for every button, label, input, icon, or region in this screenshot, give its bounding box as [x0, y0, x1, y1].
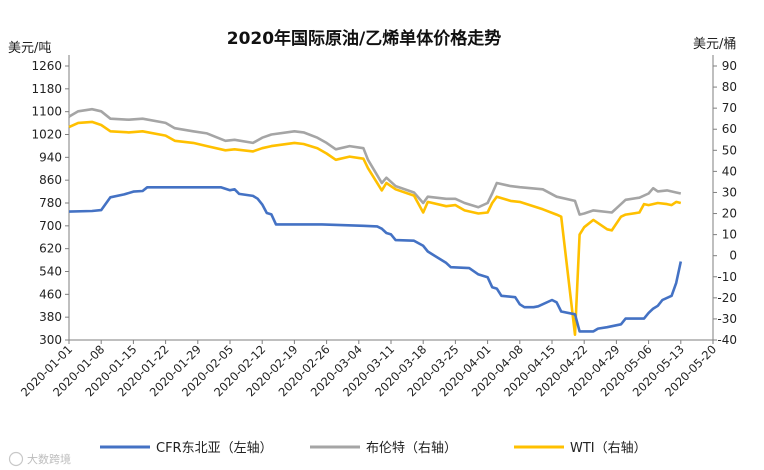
- y-left-tick-label: 940: [39, 150, 62, 164]
- y-right-unit-label: 美元/桶: [693, 37, 736, 52]
- y-right-tick-label: 90: [722, 59, 737, 73]
- y-left-tick-label: 380: [39, 310, 62, 324]
- y-right-tick-label: -40: [717, 333, 737, 347]
- watermark-text: 大数跨境: [27, 452, 71, 466]
- y-right-tick-label: 10: [722, 228, 737, 242]
- y-right-tick-label: 60: [722, 122, 737, 136]
- y-right-tick-label: -30: [717, 312, 737, 326]
- legend-label-2: WTI（右轴）: [570, 441, 647, 456]
- y-right-tick-label: 70: [722, 101, 737, 115]
- watermark-logo-icon: [8, 451, 24, 467]
- plot-lines: [68, 107, 683, 337]
- y-left-tick-label: 860: [39, 173, 62, 187]
- y-right-tick-label: 80: [722, 80, 737, 94]
- legend-label-0: CFR东北亚（左轴）: [156, 441, 273, 456]
- legend-label-1: 布伦特（右轴）: [366, 441, 457, 456]
- series-line-1: [68, 107, 682, 216]
- chart-title: 2020年国际原油/乙烯单体价格走势: [227, 28, 502, 49]
- legend: CFR东北亚（左轴） 布伦特（右轴） WTI（右轴）: [100, 441, 647, 456]
- y-right-tick-label: 30: [722, 185, 737, 199]
- y-left-tick-label: 1180: [31, 82, 62, 96]
- series-line-2: [68, 120, 682, 337]
- y-right-tick-label: -10: [717, 270, 737, 284]
- y-right-tick-label: 40: [722, 164, 737, 178]
- series-line-0: [68, 186, 683, 333]
- y-left-tick-label: 460: [39, 287, 62, 301]
- y-right-tick-label: -20: [717, 291, 737, 305]
- y-left-tick-label: 700: [39, 219, 62, 233]
- y-left-tick-label: 780: [39, 196, 62, 210]
- y-left-tick-label: 1100: [31, 105, 62, 119]
- y-left-tick-label: 1020: [31, 128, 62, 142]
- y-right-tick-label: 50: [722, 143, 737, 157]
- y-left-unit-label: 美元/吨: [8, 41, 51, 56]
- y-right-tick-label: 20: [722, 207, 737, 221]
- y-left-tick-label: 1260: [31, 59, 62, 73]
- y-left-tick-label: 300: [39, 333, 62, 347]
- y-left-tick-label: 620: [39, 242, 62, 256]
- watermark: 大数跨境: [8, 451, 71, 467]
- y-left-tick-label: 540: [39, 265, 62, 279]
- y-right-tick-label: 0: [729, 249, 737, 263]
